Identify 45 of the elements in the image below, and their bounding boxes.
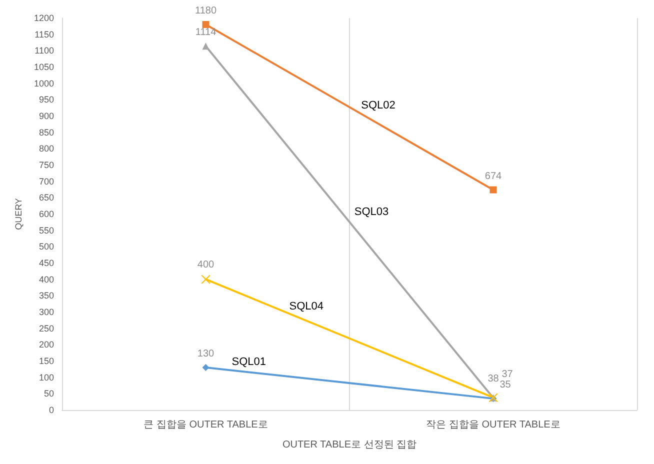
y-tick-label: 850	[38, 127, 54, 138]
y-tick-label: 200	[38, 340, 54, 350]
series-label: SQL02	[361, 100, 396, 112]
y-tick-label: 1100	[34, 46, 54, 56]
y-tick-label: 1150	[34, 29, 54, 40]
y-tick-label: 700	[38, 176, 54, 186]
x-axis-title: OUTER TABLE로 선정된 집합	[282, 440, 417, 450]
y-tick-label: 950	[38, 94, 54, 105]
data-label: 130	[197, 348, 215, 360]
y-tick-label: 1200	[34, 13, 54, 23]
y-tick-label: 50	[44, 388, 54, 399]
y-tick-label: 800	[38, 144, 54, 154]
y-tick-label: 450	[38, 258, 54, 268]
series-label: SQL01	[232, 356, 266, 368]
data-label: 1114	[195, 27, 217, 38]
y-tick-label: 150	[38, 356, 54, 366]
y-tick-label: 1000	[34, 78, 54, 88]
series-label: SQL04	[289, 300, 324, 313]
y-tick-label: 650	[38, 192, 54, 203]
data-label: 38	[488, 374, 500, 385]
series-label: SQL03	[354, 206, 389, 218]
y-axis-title: QUERY	[14, 198, 24, 230]
data-label: 1180	[194, 6, 217, 17]
y-tick-label: 750	[38, 160, 54, 170]
y-tick-label: 0	[48, 405, 54, 415]
y-tick-label: 550	[38, 225, 54, 236]
y-tick-label: 250	[38, 323, 54, 334]
y-tick-label: 500	[38, 242, 54, 252]
data-label: 674	[484, 170, 502, 182]
y-tick-label: 100	[38, 372, 54, 382]
data-label: 37	[502, 368, 514, 380]
data-label: 400	[197, 259, 215, 270]
y-tick-label: 300	[38, 307, 54, 317]
point	[490, 186, 497, 194]
point	[202, 21, 210, 28]
x-tick-label: 작은 집합을 OUTER TABLE로	[426, 420, 560, 430]
y-tick-label: 900	[38, 111, 54, 121]
x-tick-label: 큰 집합을 OUTER TABLE로	[144, 420, 268, 430]
point	[201, 274, 210, 284]
data-label: 35	[500, 380, 512, 391]
y-tick-label: 1050	[34, 62, 54, 72]
point	[202, 364, 210, 372]
y-tick-label: 350	[38, 290, 54, 301]
y-tick-label: 600	[38, 209, 54, 219]
y-tick-label: 400	[38, 274, 54, 284]
